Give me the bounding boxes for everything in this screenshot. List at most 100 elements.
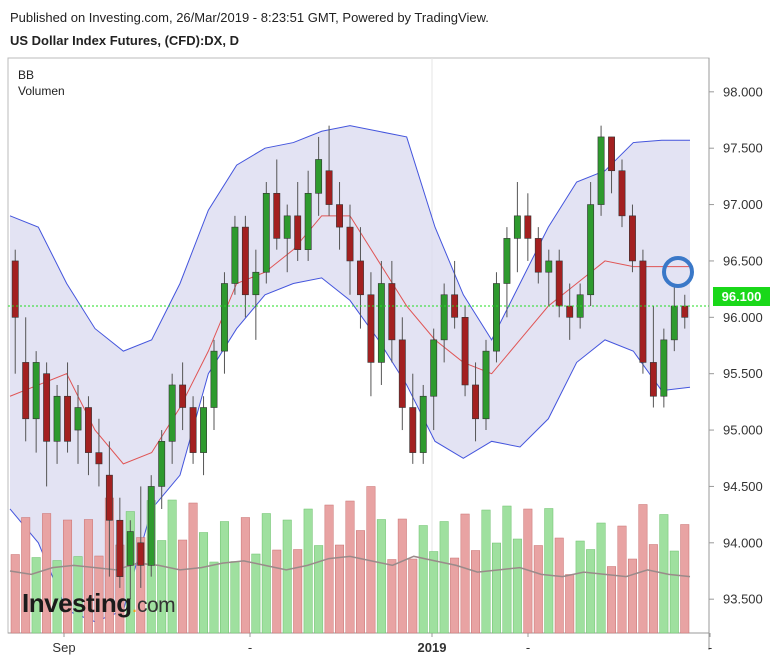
volume-bar	[429, 551, 439, 634]
candle-body	[419, 395, 427, 453]
candle-body	[126, 531, 134, 566]
candle-body	[597, 136, 605, 205]
volume-bar	[345, 500, 355, 634]
volume-bar	[157, 540, 167, 634]
candle-body	[670, 305, 678, 341]
candle-body	[336, 204, 343, 228]
candle-body	[440, 294, 448, 341]
volume-bar	[324, 504, 334, 634]
volume-bar	[314, 545, 324, 634]
indicator-label-volume[interactable]: Volumen	[18, 84, 65, 98]
candle-body	[200, 407, 207, 453]
volume-bar	[261, 513, 271, 634]
candle-body	[64, 395, 71, 442]
volume-bar	[450, 557, 460, 634]
volume-bar	[167, 499, 177, 634]
volume-bar	[63, 519, 73, 634]
volume-bar	[94, 555, 104, 634]
chart-title: US Dollar Index Futures, (CFD):DX, D	[10, 33, 239, 48]
candle-body	[315, 159, 323, 194]
candle-body	[137, 542, 145, 566]
volume-bar	[209, 561, 219, 634]
volume-bar	[83, 519, 93, 634]
candle-body	[357, 260, 364, 296]
volume-bar	[52, 560, 62, 634]
candle-body	[649, 362, 657, 397]
volume-bar	[272, 549, 282, 634]
volume-bar	[293, 549, 303, 634]
logo-text: Investing	[22, 588, 132, 618]
candle-body	[189, 407, 197, 453]
volume-bar	[586, 549, 596, 634]
x-tick-label: -	[708, 640, 712, 655]
volume-bar	[439, 521, 449, 634]
candle-body	[221, 283, 228, 352]
candle-body	[85, 407, 92, 453]
volume-bar	[418, 525, 428, 634]
volume-bar	[219, 521, 229, 634]
candle-body	[273, 192, 281, 239]
investing-logo: Investing.com	[22, 588, 176, 618]
candle-body	[524, 215, 532, 239]
volume-bar	[596, 522, 606, 634]
candle-body	[158, 441, 166, 487]
candle-body	[283, 215, 291, 239]
y-tick-label: 98.000	[723, 84, 763, 99]
candle-body	[388, 283, 396, 341]
candle-body	[377, 283, 385, 363]
candle-body	[53, 395, 61, 442]
volume-bar	[491, 542, 501, 634]
candle-body	[461, 317, 469, 386]
volume-bar	[408, 558, 418, 634]
x-tick-label: 2019	[418, 640, 447, 655]
candle-body	[618, 170, 626, 217]
volume-bar	[554, 537, 564, 634]
candle-body	[22, 362, 30, 420]
volume-bar	[617, 525, 627, 634]
y-tick-label: 94.000	[723, 535, 763, 550]
volume-bar	[627, 558, 637, 634]
volume-bar	[471, 550, 481, 634]
candle-body	[74, 407, 82, 431]
logo-suffix: com	[136, 594, 176, 617]
volume-bar	[607, 566, 617, 634]
candle-body	[555, 260, 563, 307]
candle-body	[430, 339, 438, 397]
y-tick-label: 97.000	[723, 197, 763, 212]
volume-bar	[533, 545, 543, 634]
candle-body	[534, 238, 542, 273]
y-tick-label: 94.500	[723, 479, 763, 494]
volume-bar	[575, 540, 585, 634]
y-tick-label: 96.000	[723, 310, 763, 325]
candle-body	[639, 260, 647, 363]
volume-bar	[397, 518, 407, 634]
volume-bar	[335, 544, 345, 634]
candle-body	[681, 305, 689, 318]
volume-bar	[544, 508, 554, 634]
volume-bar	[73, 556, 83, 634]
y-tick-label: 96.500	[723, 253, 763, 268]
candle-body	[241, 226, 249, 296]
candle-body	[325, 170, 333, 205]
y-tick-label: 97.500	[723, 141, 763, 156]
candle-body	[503, 238, 511, 284]
volume-bar	[376, 519, 386, 634]
candle-body	[210, 350, 218, 408]
volume-bar	[387, 559, 397, 634]
volume-ma-line	[9, 555, 691, 578]
volume-bar	[565, 574, 575, 634]
volume-bar	[199, 532, 209, 634]
candle-body	[262, 192, 270, 273]
volume-bar	[240, 517, 250, 634]
indicator-label-bb[interactable]: BB	[18, 68, 35, 82]
publish-line: Published on Investing.com, 26/Mar/2019 …	[10, 10, 489, 25]
y-tick-label: 95.000	[723, 423, 763, 438]
candle-body	[545, 260, 553, 273]
volume-bar	[669, 550, 679, 634]
candle-body	[105, 474, 113, 521]
volume-bar	[230, 561, 240, 634]
bollinger-upper-line	[9, 125, 690, 352]
candle-body	[95, 452, 103, 465]
volume-bar	[355, 530, 365, 634]
